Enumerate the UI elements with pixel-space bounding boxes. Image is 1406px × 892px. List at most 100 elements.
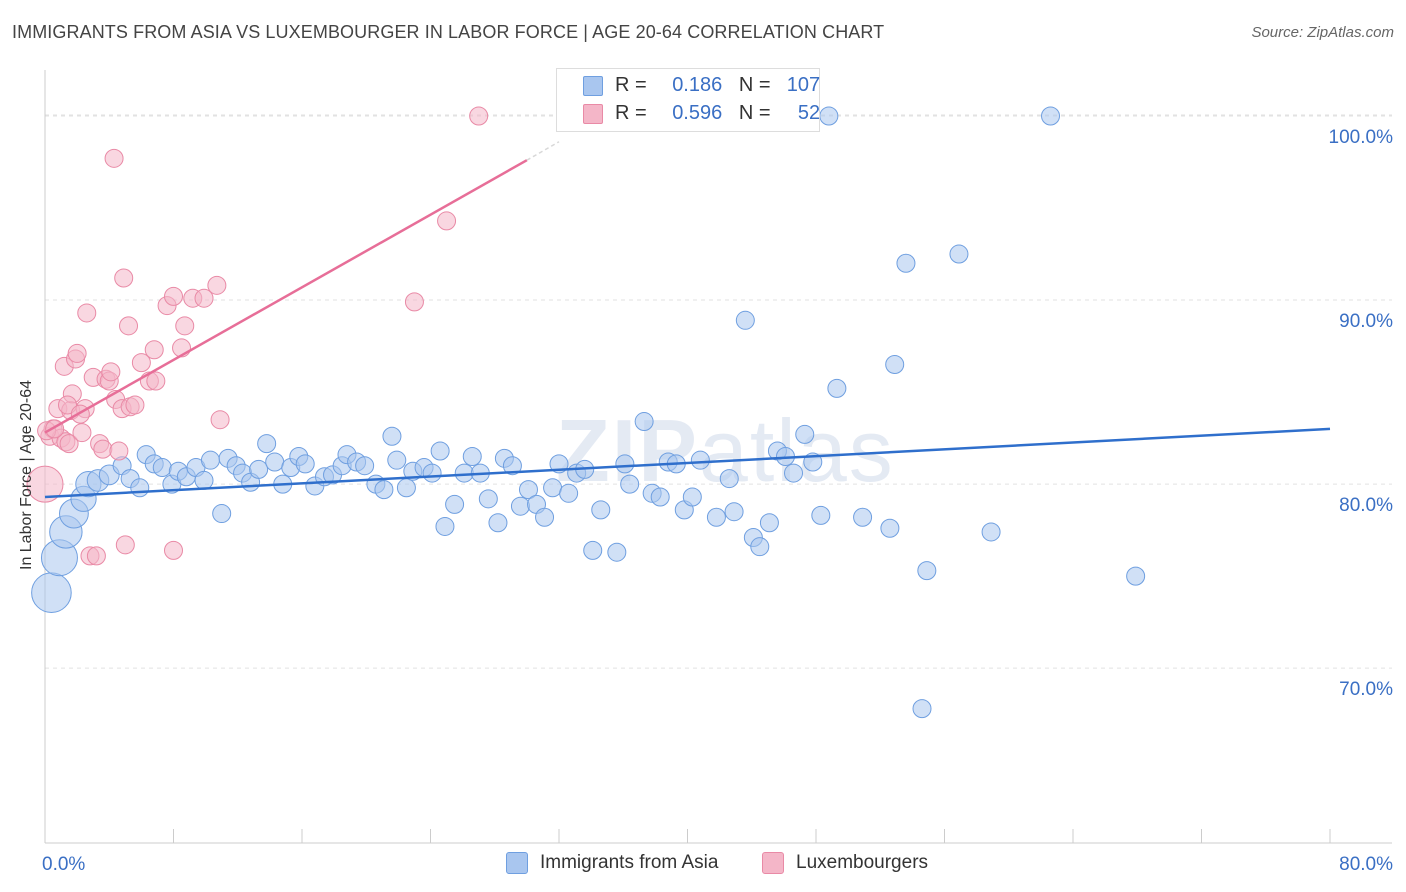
y-tick-label: 70.0%: [1339, 679, 1393, 700]
trend-line-asia: [44, 427, 1331, 499]
point-luxembourger: [114, 268, 134, 288]
point-asia: [650, 487, 670, 507]
point-asia: [690, 450, 710, 470]
y-tick-label: 100.0%: [1329, 127, 1394, 148]
legend-label-asia: Immigrants from Asia: [540, 852, 719, 873]
point-luxembourger: [72, 423, 92, 443]
point-luxembourger: [67, 343, 87, 363]
point-luxembourger: [125, 395, 145, 415]
tick-labels: 70.0% 80.0% 90.0% 100.0% 0.0% 80.0%: [42, 127, 1393, 875]
point-asia: [265, 452, 285, 472]
point-asia: [706, 507, 726, 527]
point-asia: [750, 537, 770, 557]
point-asia: [518, 480, 538, 500]
stats-swatch-lux: [583, 104, 603, 124]
n-label: N =: [738, 101, 771, 124]
point-asia: [435, 516, 455, 536]
point-asia: [795, 424, 815, 444]
series-legend: Immigrants from Asia Luxembourgers: [0, 852, 1406, 878]
x-tick-label: 0.0%: [42, 854, 85, 875]
point-luxembourger: [144, 340, 164, 360]
point-asia: [620, 474, 640, 494]
point-asia: [462, 447, 482, 466]
point-luxembourger: [469, 106, 489, 126]
n-value: 52: [797, 101, 821, 124]
point-luxembourger: [57, 395, 77, 415]
r-label: R =: [615, 73, 647, 96]
point-asia: [454, 463, 474, 483]
point-asia: [543, 478, 563, 498]
point-luxembourger: [104, 148, 124, 168]
point-luxembourger: [26, 465, 64, 503]
point-luxembourger: [119, 316, 139, 336]
point-luxembourger: [175, 316, 195, 336]
point-asia: [249, 459, 269, 479]
point-luxembourger: [109, 441, 129, 461]
point-asia: [719, 469, 739, 489]
point-asia: [912, 699, 932, 719]
stats-legend: R = 0.186 N = 107 R = 0.596 N = 52: [556, 68, 820, 132]
point-asia: [917, 561, 937, 581]
point-asia: [811, 505, 831, 525]
point-asia: [502, 456, 522, 476]
point-asia: [634, 412, 654, 432]
r-value: 0.596: [672, 101, 723, 124]
point-asia: [422, 463, 442, 483]
point-asia: [1126, 566, 1146, 586]
point-asia: [735, 310, 755, 330]
point-asia: [591, 500, 611, 520]
point-asia: [827, 378, 847, 398]
point-asia: [583, 540, 603, 560]
point-asia: [200, 450, 220, 470]
trend-lines: [44, 141, 1331, 499]
y-axis-label: In Labor Force | Age 20-64: [18, 379, 35, 570]
point-asia: [445, 494, 465, 514]
point-asia: [981, 522, 1001, 542]
point-asia: [615, 454, 635, 474]
point-asia: [130, 478, 150, 498]
n-label: N =: [738, 73, 771, 96]
point-asia: [784, 463, 804, 483]
gridlines: [45, 114, 1392, 669]
point-luxembourger: [210, 410, 230, 430]
point-asia: [724, 502, 744, 522]
point-asia: [430, 441, 450, 461]
point-luxembourger: [59, 434, 79, 454]
point-asia: [535, 507, 555, 527]
legend-label-lux: Luxembourgers: [796, 852, 929, 873]
point-asia: [152, 458, 172, 478]
point-asia: [759, 513, 779, 533]
r-value: 0.186: [672, 73, 723, 96]
point-luxembourger: [194, 288, 214, 308]
x-tick-label: 80.0%: [1339, 854, 1393, 875]
point-asia: [257, 434, 277, 454]
point-luxembourger: [115, 535, 135, 555]
point-luxembourger: [101, 362, 121, 382]
point-luxembourger: [146, 371, 166, 391]
point-asia: [880, 518, 900, 538]
point-asia: [1041, 106, 1061, 126]
point-asia: [853, 507, 873, 527]
point-luxembourger: [93, 439, 113, 459]
point-asia: [355, 456, 375, 476]
y-tick-label: 90.0%: [1339, 311, 1393, 332]
legend-item-asia[interactable]: Immigrants from Asia: [506, 852, 718, 874]
stats-row-asia: R = 0.186 N = 107: [615, 72, 820, 98]
point-asia: [559, 483, 579, 503]
trend-extension-luxembourger: [526, 141, 560, 161]
point-asia: [31, 572, 72, 613]
point-asia: [374, 480, 394, 500]
y-tick-label: 80.0%: [1339, 495, 1393, 516]
point-asia: [295, 454, 315, 474]
stats-row-lux: R = 0.596 N = 52: [615, 100, 820, 126]
point-asia: [396, 478, 416, 498]
point-asia: [194, 470, 214, 490]
point-asia: [488, 513, 508, 533]
point-asia: [478, 489, 498, 509]
r-label: R =: [615, 101, 647, 124]
point-luxembourger: [86, 546, 106, 566]
point-luxembourger: [404, 292, 424, 312]
legend-item-lux[interactable]: Luxembourgers: [762, 852, 928, 874]
point-asia: [885, 354, 905, 374]
